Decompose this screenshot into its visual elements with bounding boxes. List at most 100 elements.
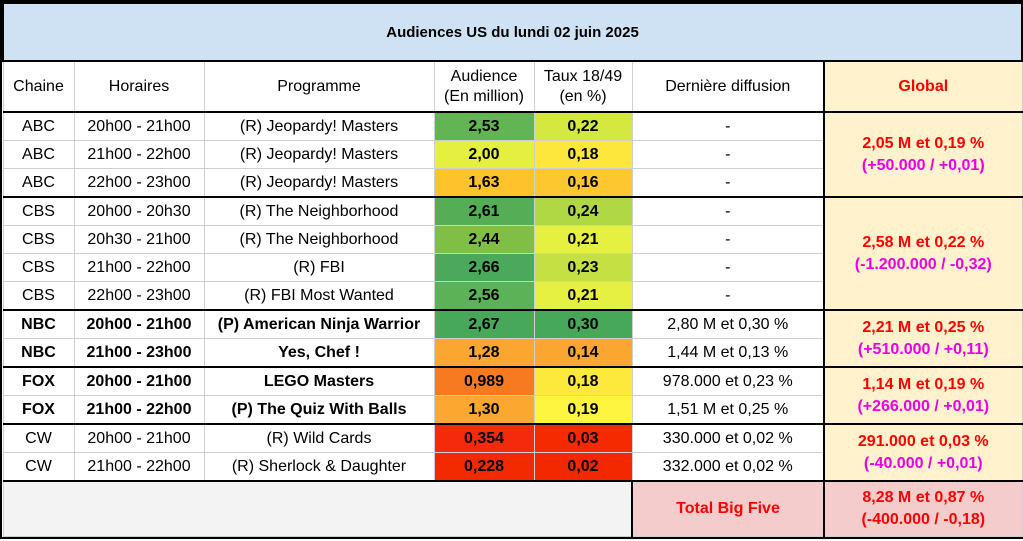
table-row: NBC 20h00 - 21h00 (P) American Ninja Warri… xyxy=(2,309,1023,368)
cell-horaires: 21h00 - 22h00 xyxy=(73,452,205,482)
cell-derniere-diffusion: - xyxy=(631,168,825,198)
global-evolution: (+510.000 / +0,11) xyxy=(857,340,989,358)
cell-taux: 0,22 xyxy=(533,111,633,141)
cell-taux: 0,16 xyxy=(533,168,633,198)
cell-horaires: 21h00 - 22h00 xyxy=(73,395,205,425)
cell-chaine: ABC xyxy=(2,140,75,169)
cell-chaine: CBS xyxy=(2,225,75,254)
cell-taux: 0,21 xyxy=(533,225,633,254)
header-audience-unit: (En million) xyxy=(443,87,524,105)
cell-chaine: FOX xyxy=(2,366,75,396)
global-evolution: (-1.200.000 / -0,32) xyxy=(854,255,992,273)
global-cbs: 2,58 M et 0,22 % (-1.200.000 / -0,32) xyxy=(822,196,1023,311)
cell-derniere-diffusion: - xyxy=(631,253,825,282)
cell-programme: (P) American Ninja Warrior xyxy=(203,309,435,339)
cell-audience: 2,00 xyxy=(433,140,535,169)
header-audience: Audience (En million) xyxy=(433,60,535,113)
cell-taux: 0,14 xyxy=(533,338,633,368)
global-evolution: (+266.000 / +0,01) xyxy=(857,397,990,415)
cell-audience: 1,28 xyxy=(433,338,535,368)
total-big-five-label: Total Big Five xyxy=(631,480,825,537)
table-row: CBS 21h00 - 22h00 (R) FBI 2,66 0,23- xyxy=(2,253,1022,282)
cell-programme: (P) The Quiz With Balls xyxy=(203,395,435,425)
cell-horaires: 21h00 - 22h00 xyxy=(73,140,205,169)
cell-derniere-diffusion: - xyxy=(631,225,825,254)
cell-taux: 0,30 xyxy=(533,309,633,339)
cell-derniere-diffusion: - xyxy=(631,281,825,311)
cell-programme: (R) The Neighborhood xyxy=(203,225,435,254)
cell-horaires: 20h30 - 21h00 xyxy=(73,225,205,254)
table-title: Audiences US du lundi 02 juin 2025 xyxy=(1,2,1023,62)
header-taux-unit: (en %) xyxy=(559,87,607,105)
cell-chaine: NBC xyxy=(2,338,75,368)
global-totals: 291.000 et 0,03 % xyxy=(857,432,989,450)
header-programme: Programme xyxy=(203,60,435,113)
cell-programme: (R) FBI xyxy=(203,253,435,282)
cell-horaires: 21h00 - 22h00 xyxy=(73,253,205,282)
cell-audience: 2,44 xyxy=(433,225,535,254)
cell-chaine: CBS xyxy=(2,253,75,282)
cell-derniere-diffusion: 978.000 et 0,23 % xyxy=(631,366,825,396)
table-row: FOX 21h00 - 22h00 (P) The Quiz With Balls 1… xyxy=(2,395,1022,425)
cell-programme: (R) Jeopardy! Masters xyxy=(203,111,435,141)
cell-audience: 0,989 xyxy=(433,366,535,396)
header-taux-label: Taux 18/49 xyxy=(543,67,623,85)
cell-programme: (R) Sherlock & Daughter xyxy=(203,452,435,482)
cell-taux: 0,02 xyxy=(533,452,633,482)
cell-chaine: CBS xyxy=(2,196,75,226)
cell-chaine: CW xyxy=(2,423,75,453)
header-chaine: Chaine xyxy=(2,60,75,113)
cell-chaine: CBS xyxy=(2,281,75,311)
header-row: Chaine Horaires Programme Audience (En mi… xyxy=(2,60,1023,113)
title-row: Audiences US du lundi 02 juin 2025 xyxy=(1,2,1023,62)
cell-chaine: ABC xyxy=(2,168,75,198)
cell-audience: 2,66 xyxy=(433,253,535,282)
cell-taux: 0,18 xyxy=(533,140,633,169)
global-nbc: 2,21 M et 0,25 % (+510.000 / +0,11) xyxy=(822,309,1023,368)
cell-derniere-diffusion: 332.000 et 0,02 % xyxy=(631,452,825,482)
cell-taux: 0,21 xyxy=(533,281,633,311)
cell-programme: LEGO Masters xyxy=(203,366,435,396)
table-row: FOX 20h00 - 21h00 LEGO Masters 0,989 0,18 978… xyxy=(2,366,1023,425)
cell-horaires: 21h00 - 23h00 xyxy=(73,338,205,368)
cell-taux: 0,24 xyxy=(533,196,633,226)
global-abc: 2,05 M et 0,19 % (+50.000 / +0,01) xyxy=(822,111,1023,198)
cell-horaires: 20h00 - 21h00 xyxy=(73,366,205,396)
cell-audience: 2,53 xyxy=(433,111,535,141)
cell-derniere-diffusion: - xyxy=(631,140,825,169)
global-evolution: (+50.000 / +0,01) xyxy=(861,156,985,174)
table-row: ABC 21h00 - 22h00 (R) Jeopardy! Masters 2,0… xyxy=(2,140,1022,169)
cell-programme: (R) FBI Most Wanted xyxy=(203,281,435,311)
cell-audience: 0,228 xyxy=(433,452,535,482)
total-big-five-evolution: (-400.000 / -0,18) xyxy=(861,511,986,528)
global-totals: 1,14 M et 0,19 % xyxy=(862,375,985,393)
cell-horaires: 22h00 - 23h00 xyxy=(73,168,205,198)
cell-taux: 0,23 xyxy=(533,253,633,282)
cell-programme: Yes, Chef ! xyxy=(203,338,435,368)
cell-chaine: NBC xyxy=(2,309,75,339)
cell-audience: 1,63 xyxy=(433,168,535,198)
cell-taux: 0,18 xyxy=(533,366,633,396)
table-row: CW 21h00 - 22h00 (R) Sherlock & Daughter 0,… xyxy=(2,452,1022,482)
header-audience-label: Audience xyxy=(450,67,518,85)
header-taux: Taux 18/49 (en %) xyxy=(533,60,633,113)
table-row: ABC 22h00 - 23h00 (R) Jeopardy! Masters 1,6… xyxy=(2,168,1022,198)
cell-audience: 0,354 xyxy=(433,423,535,453)
cell-audience: 2,61 xyxy=(433,196,535,226)
cell-audience: 1,30 xyxy=(433,395,535,425)
cell-chaine: FOX xyxy=(2,395,75,425)
total-big-five-value: 8,28 M et 0,87 % (-400.000 / -0,18) xyxy=(822,480,1023,537)
table-row: CW 20h00 - 21h00 (R) Wild Cards 0,354 0,03 33… xyxy=(2,423,1023,482)
global-totals: 2,21 M et 0,25 % xyxy=(862,318,985,336)
cell-taux: 0,19 xyxy=(533,395,633,425)
cell-derniere-diffusion: - xyxy=(631,111,825,141)
header-global: Global xyxy=(822,60,1023,113)
cell-chaine: ABC xyxy=(2,111,75,141)
cell-derniere-diffusion: 2,80 M et 0,30 % xyxy=(631,309,825,339)
cell-horaires: 20h00 - 20h30 xyxy=(73,196,205,226)
table-row: NBC 21h00 - 23h00 Yes, Chef ! 1,28 0,14 1,44 … xyxy=(2,338,1022,368)
cell-programme: (R) Jeopardy! Masters xyxy=(203,140,435,169)
cell-chaine: CW xyxy=(2,452,75,482)
cell-derniere-diffusion: 1,51 M et 0,25 % xyxy=(631,395,825,425)
